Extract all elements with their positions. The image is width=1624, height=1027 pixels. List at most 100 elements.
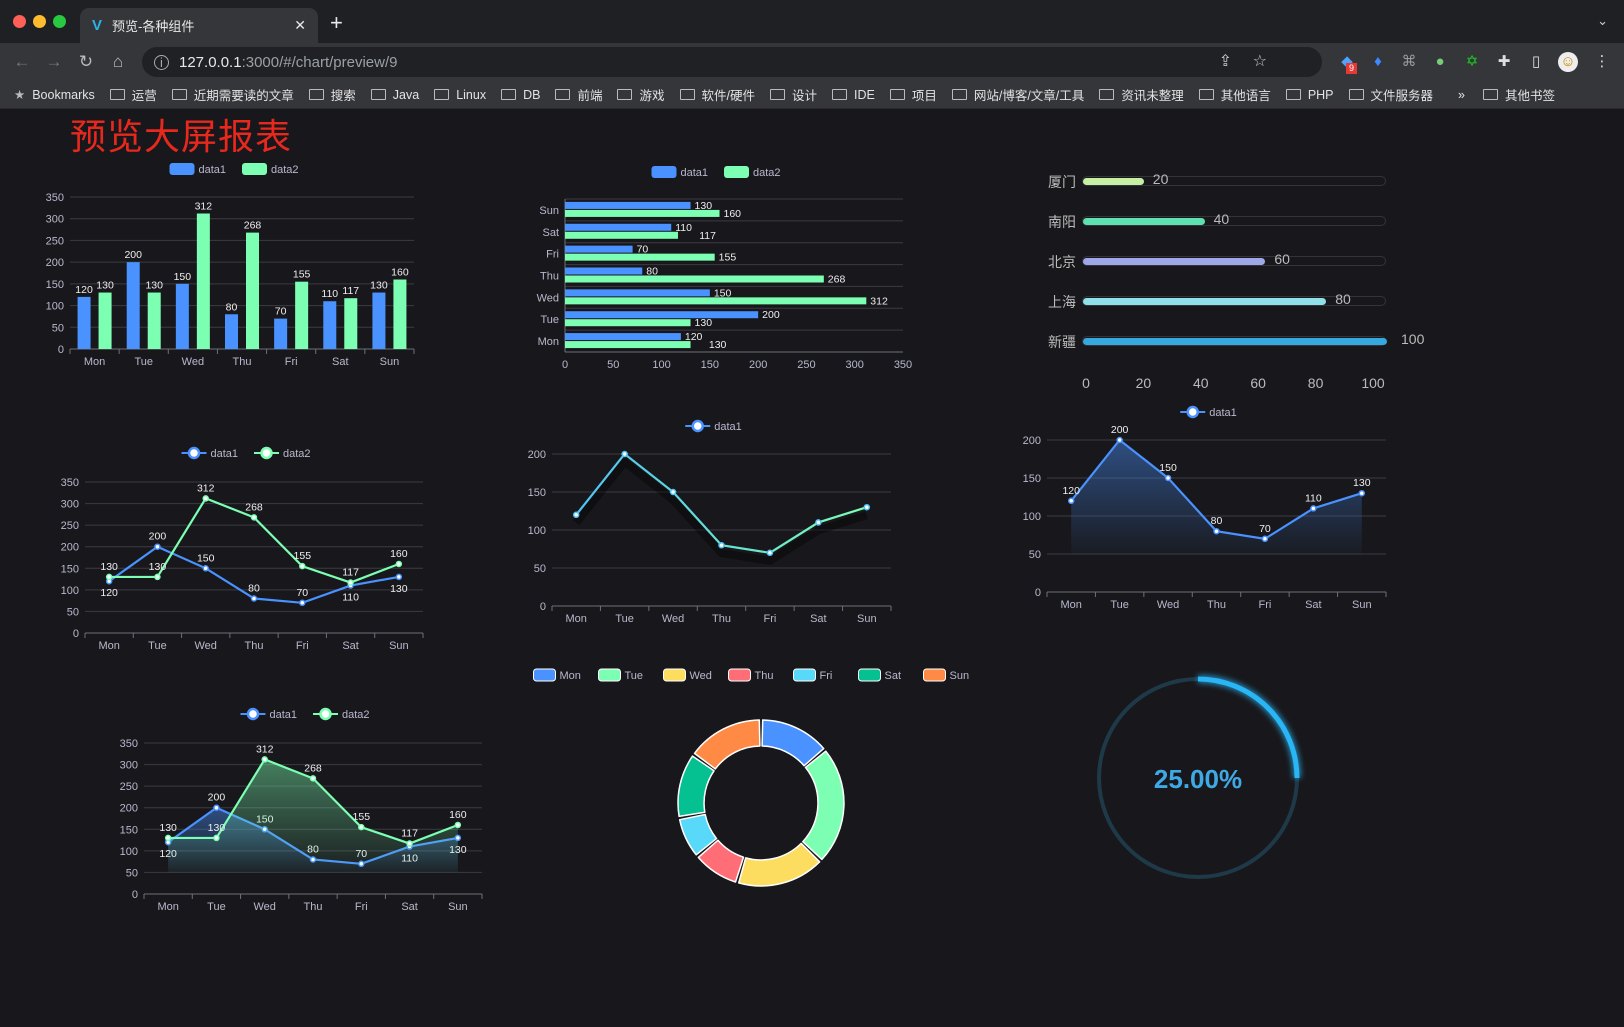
- y-tick-label: 300: [46, 214, 64, 226]
- site-info-icon[interactable]: i: [154, 54, 169, 70]
- tab-search-chevron-icon[interactable]: ⌄: [1597, 13, 1608, 28]
- legend-item-data1[interactable]: data1: [169, 163, 227, 176]
- donut-slice-Mon[interactable]: [761, 719, 825, 767]
- legend-item-Thu[interactable]: Thu: [728, 668, 774, 682]
- profile-avatar[interactable]: ☺: [1558, 52, 1578, 72]
- home-icon[interactable]: ⌂: [112, 52, 124, 71]
- bookmark-label: 前端: [577, 89, 603, 103]
- bookmark-folder[interactable]: 资讯未整理: [1099, 85, 1184, 104]
- y-tick-label: 50: [67, 606, 79, 618]
- donut-slice-Tue[interactable]: [802, 750, 845, 861]
- close-tab-icon[interactable]: ✕: [294, 17, 306, 33]
- bookmark-folder[interactable]: 游戏: [617, 85, 665, 104]
- legend-item-data1[interactable]: data1: [181, 446, 239, 460]
- bar-data1: [175, 283, 189, 349]
- legend-item-Tue[interactable]: Tue: [598, 668, 644, 682]
- bookmark-folder[interactable]: 软件/硬件: [679, 85, 755, 104]
- bookmark-folder[interactable]: DB: [501, 88, 540, 102]
- bookmark-folder[interactable]: 前端: [555, 85, 602, 104]
- legend-item-data2[interactable]: data2: [242, 163, 299, 176]
- point-value-label: 120: [100, 587, 118, 599]
- share-icon[interactable]: ⇪: [1218, 53, 1232, 70]
- y-tick-label: 0: [58, 344, 64, 356]
- bookmark-folder[interactable]: Linux: [434, 88, 486, 102]
- x-tick-label: Sun: [857, 613, 877, 625]
- legend-item-data2[interactable]: data2: [254, 446, 311, 460]
- bar-value-label: 110: [321, 288, 338, 300]
- bookmark-folder[interactable]: 网站/博客/文章/工具: [951, 85, 1084, 104]
- bookmark-folder[interactable]: 其他语言: [1198, 85, 1271, 104]
- legend-item-Sun[interactable]: Sun: [923, 668, 970, 682]
- gauge-value-label: 25.00%: [1154, 764, 1242, 794]
- bookmark-folder[interactable]: 近期需要读的文章: [171, 85, 294, 104]
- donut-slice-Sun[interactable]: [693, 719, 761, 770]
- data-point: [213, 834, 220, 842]
- bookmarks-overflow-button[interactable]: »: [1458, 87, 1465, 102]
- legend-item-data1[interactable]: data1: [651, 166, 709, 179]
- bookmark-folder[interactable]: 运营: [109, 85, 157, 104]
- bar-data1: [274, 318, 288, 349]
- url-input[interactable]: i 127.0.0.1:3000/#/chart/preview/9 ⇪ ☆: [142, 47, 1322, 77]
- reload-icon[interactable]: ↻: [78, 52, 94, 71]
- legend-item-data1[interactable]: data1: [685, 419, 742, 433]
- legend-marker-icon: [260, 446, 273, 460]
- side-panel-icon[interactable]: ▯: [1531, 53, 1541, 70]
- bookmark-folder[interactable]: 文件服务器: [1348, 85, 1433, 104]
- donut-slice-Thu[interactable]: [697, 839, 745, 883]
- bar-data1: [565, 333, 681, 341]
- extension-icon[interactable]: ◆ 9: [1337, 52, 1357, 74]
- bookmark-folder[interactable]: 项目: [889, 85, 937, 104]
- point-value-label: 70: [1259, 523, 1271, 535]
- bookmark-folder[interactable]: 搜索: [308, 85, 356, 104]
- green-dot-extension-icon[interactable]: ●: [1435, 53, 1445, 70]
- data-point: [766, 549, 774, 557]
- legend-label: data2: [342, 709, 370, 721]
- legend-item-Wed[interactable]: Wed: [663, 668, 712, 682]
- bar-data1: [77, 296, 91, 349]
- bar-value-label: 160: [391, 267, 409, 279]
- bar-data1: [126, 262, 140, 349]
- menu-kebab-icon[interactable]: ⋮: [1594, 53, 1610, 70]
- legend-item-Sat[interactable]: Sat: [858, 668, 902, 682]
- legend-item-data1[interactable]: data1: [240, 707, 298, 721]
- gem-extension-icon[interactable]: ♦: [1374, 53, 1382, 70]
- close-window-button[interactable]: [13, 15, 26, 28]
- bar-value-label: 130: [695, 200, 713, 212]
- donut-slice-Sat[interactable]: [677, 755, 715, 818]
- bookmarks-manager[interactable]: ★ Bookmarks: [14, 87, 95, 103]
- back-icon[interactable]: ←: [13, 52, 31, 71]
- legend-swatch-icon: [793, 668, 816, 682]
- bookmark-folder[interactable]: IDE: [832, 88, 875, 102]
- browser-tab[interactable]: V 预览-各种组件 ✕: [80, 8, 318, 43]
- legend-swatch-icon: [598, 668, 621, 682]
- donut-slice-Wed[interactable]: [737, 842, 821, 887]
- point-value-label: 312: [197, 482, 215, 494]
- bookmark-folder[interactable]: 设计: [769, 85, 817, 104]
- legend-item-Mon[interactable]: Mon: [533, 668, 581, 682]
- puzzle-extensions-icon[interactable]: ✚: [1497, 53, 1511, 70]
- progress-label: 北京: [1048, 254, 1076, 270]
- x-tick-label: Tue: [207, 901, 226, 913]
- x-tick-label: 350: [894, 359, 912, 371]
- new-tab-button[interactable]: +: [330, 10, 343, 35]
- other-bookmarks-folder[interactable]: 其他书签: [1482, 85, 1555, 104]
- bookmark-label: 其他书签: [1504, 89, 1555, 103]
- x-tick-label: Tue: [1110, 599, 1129, 611]
- maximize-window-button[interactable]: [53, 15, 66, 28]
- bar-value-label: 117: [699, 230, 716, 242]
- cmd-extension-icon[interactable]: ⌘: [1401, 53, 1417, 70]
- legend-item-data2[interactable]: data2: [313, 707, 370, 721]
- forward-icon[interactable]: →: [45, 52, 63, 71]
- legend-item-data2[interactable]: data2: [724, 166, 781, 179]
- bookmark-folder[interactable]: Java: [370, 88, 419, 102]
- bookmark-star-icon[interactable]: ☆: [1252, 53, 1267, 70]
- legend-item-data1[interactable]: data1: [1180, 405, 1237, 419]
- donut-slice-Fri[interactable]: [678, 813, 718, 856]
- x-tick-label: Sat: [1305, 599, 1322, 611]
- bar-value-label: 80: [646, 266, 658, 278]
- star-extension-icon[interactable]: ✡: [1465, 53, 1479, 70]
- legend-label: Fri: [820, 670, 833, 682]
- bookmark-folder[interactable]: PHP: [1285, 88, 1334, 102]
- legend-item-Fri[interactable]: Fri: [793, 668, 833, 682]
- minimize-window-button[interactable]: [33, 15, 46, 28]
